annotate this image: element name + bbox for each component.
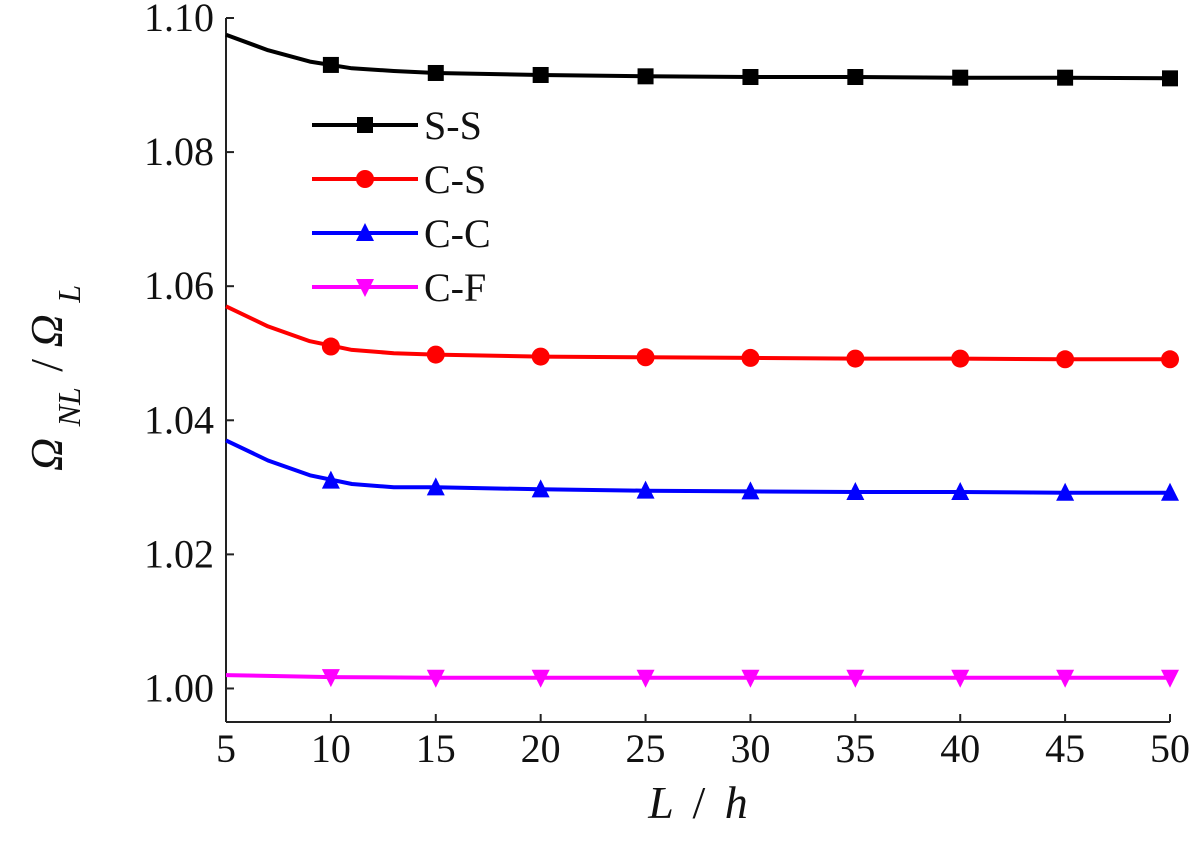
data-point-s-s [637,68,654,85]
legend-marker-c-c [356,223,374,241]
series-c-s [225,304,1179,369]
data-point-c-f [741,669,760,688]
data-point-c-c [951,482,970,501]
data-point-c-f [636,669,655,688]
data-point-c-c [636,480,655,499]
data-point-c-f [1056,669,1075,688]
y-axis-label-sub-nl: NL [51,387,87,427]
legend-marker-c-f [356,279,374,297]
data-point-c-s [846,349,865,368]
legend-marker-c-s [356,170,374,188]
data-point-c-s [1161,350,1179,369]
data-point-c-f [951,669,970,688]
data-point-s-s [952,69,969,86]
data-point-c-s [636,348,655,367]
x-axis-label-slash: / [692,777,705,828]
legend-label-s-s: S-S [424,103,482,148]
series-c-f [225,669,1179,688]
legend-label-c-s: C-S [424,157,486,202]
data-point-c-f [1161,669,1179,688]
y-axis-label-slash: / [21,359,72,372]
y-tick-label: 1.00 [144,665,214,710]
data-point-c-c [1056,482,1075,501]
legend-item-c-c: C-C [312,211,491,256]
series-line-c-c [225,438,1170,495]
legend-label-c-c: C-C [424,211,491,256]
data-point-c-f [321,669,340,688]
y-tick-label: 1.04 [144,397,214,442]
data-point-s-s [1057,69,1074,86]
series-line-c-s [225,304,1170,362]
y-ticks: 1.00 1.02 1.04 1.06 1.08 1.10 [144,0,234,710]
x-axis-label: L / h [647,777,748,828]
y-axis-label-sub-l: L [51,285,87,304]
data-point-s-s [532,66,549,83]
data-point-s-s [1162,70,1178,87]
data-point-c-c [531,479,550,498]
data-point-c-s [531,347,550,366]
data-point-c-f [846,669,865,688]
x-tick-label: 40 [940,726,980,771]
x-tick-label: 25 [626,726,666,771]
x-tick-label: 15 [416,726,456,771]
series-line-s-s [225,32,1171,81]
data-point-s-s [427,64,444,81]
legend-item-c-s: C-S [312,157,486,202]
x-axis-label-h: h [725,777,748,828]
data-point-c-c [321,470,340,489]
y-axis-label-omega-l: Ω [21,314,72,347]
series-s-s [225,32,1178,87]
data-point-s-s [847,69,864,86]
x-tick-label: 20 [521,726,561,771]
data-point-s-s [322,56,339,73]
x-tick-label: 10 [311,726,351,771]
data-point-c-f [426,669,445,688]
x-ticks: 5 10 15 20 25 30 35 40 45 50 [216,714,1190,771]
x-tick-label: 50 [1150,726,1190,771]
x-tick-label: 35 [835,726,875,771]
x-tick-label: 30 [730,726,770,771]
data-point-c-c [426,477,445,496]
data-point-s-s [742,69,759,86]
data-point-c-c [846,482,865,501]
series-line-c-f [225,673,1170,680]
y-tick-label: 1.06 [144,263,214,308]
series-layer [225,32,1179,688]
x-tick-label: 5 [216,726,236,771]
series-c-c [225,438,1179,501]
data-point-c-s [1056,350,1075,369]
y-axis-label-omega-nl: Ω [21,438,72,471]
data-point-c-s [426,345,445,364]
x-axis-label-l: L [647,777,673,828]
legend-item-s-s: S-S [312,103,482,148]
y-tick-label: 1.08 [144,129,214,174]
data-point-c-s [321,337,340,356]
data-point-c-f [531,669,550,688]
data-point-c-c [1161,482,1179,501]
legend-item-c-f: C-F [312,265,486,310]
data-point-c-c [741,481,760,500]
y-tick-label: 1.10 [144,0,214,40]
data-point-c-s [951,349,970,368]
legend-label-c-f: C-F [424,265,486,310]
legend: S-S C-S C-C C-F [312,103,491,310]
y-axis-label: Ω NL / Ω L [21,285,87,471]
data-point-c-s [741,348,760,367]
x-tick-label: 45 [1045,726,1085,771]
legend-marker-s-s [357,117,373,133]
plot-frame [225,18,1170,723]
y-tick-label: 1.02 [144,531,214,576]
